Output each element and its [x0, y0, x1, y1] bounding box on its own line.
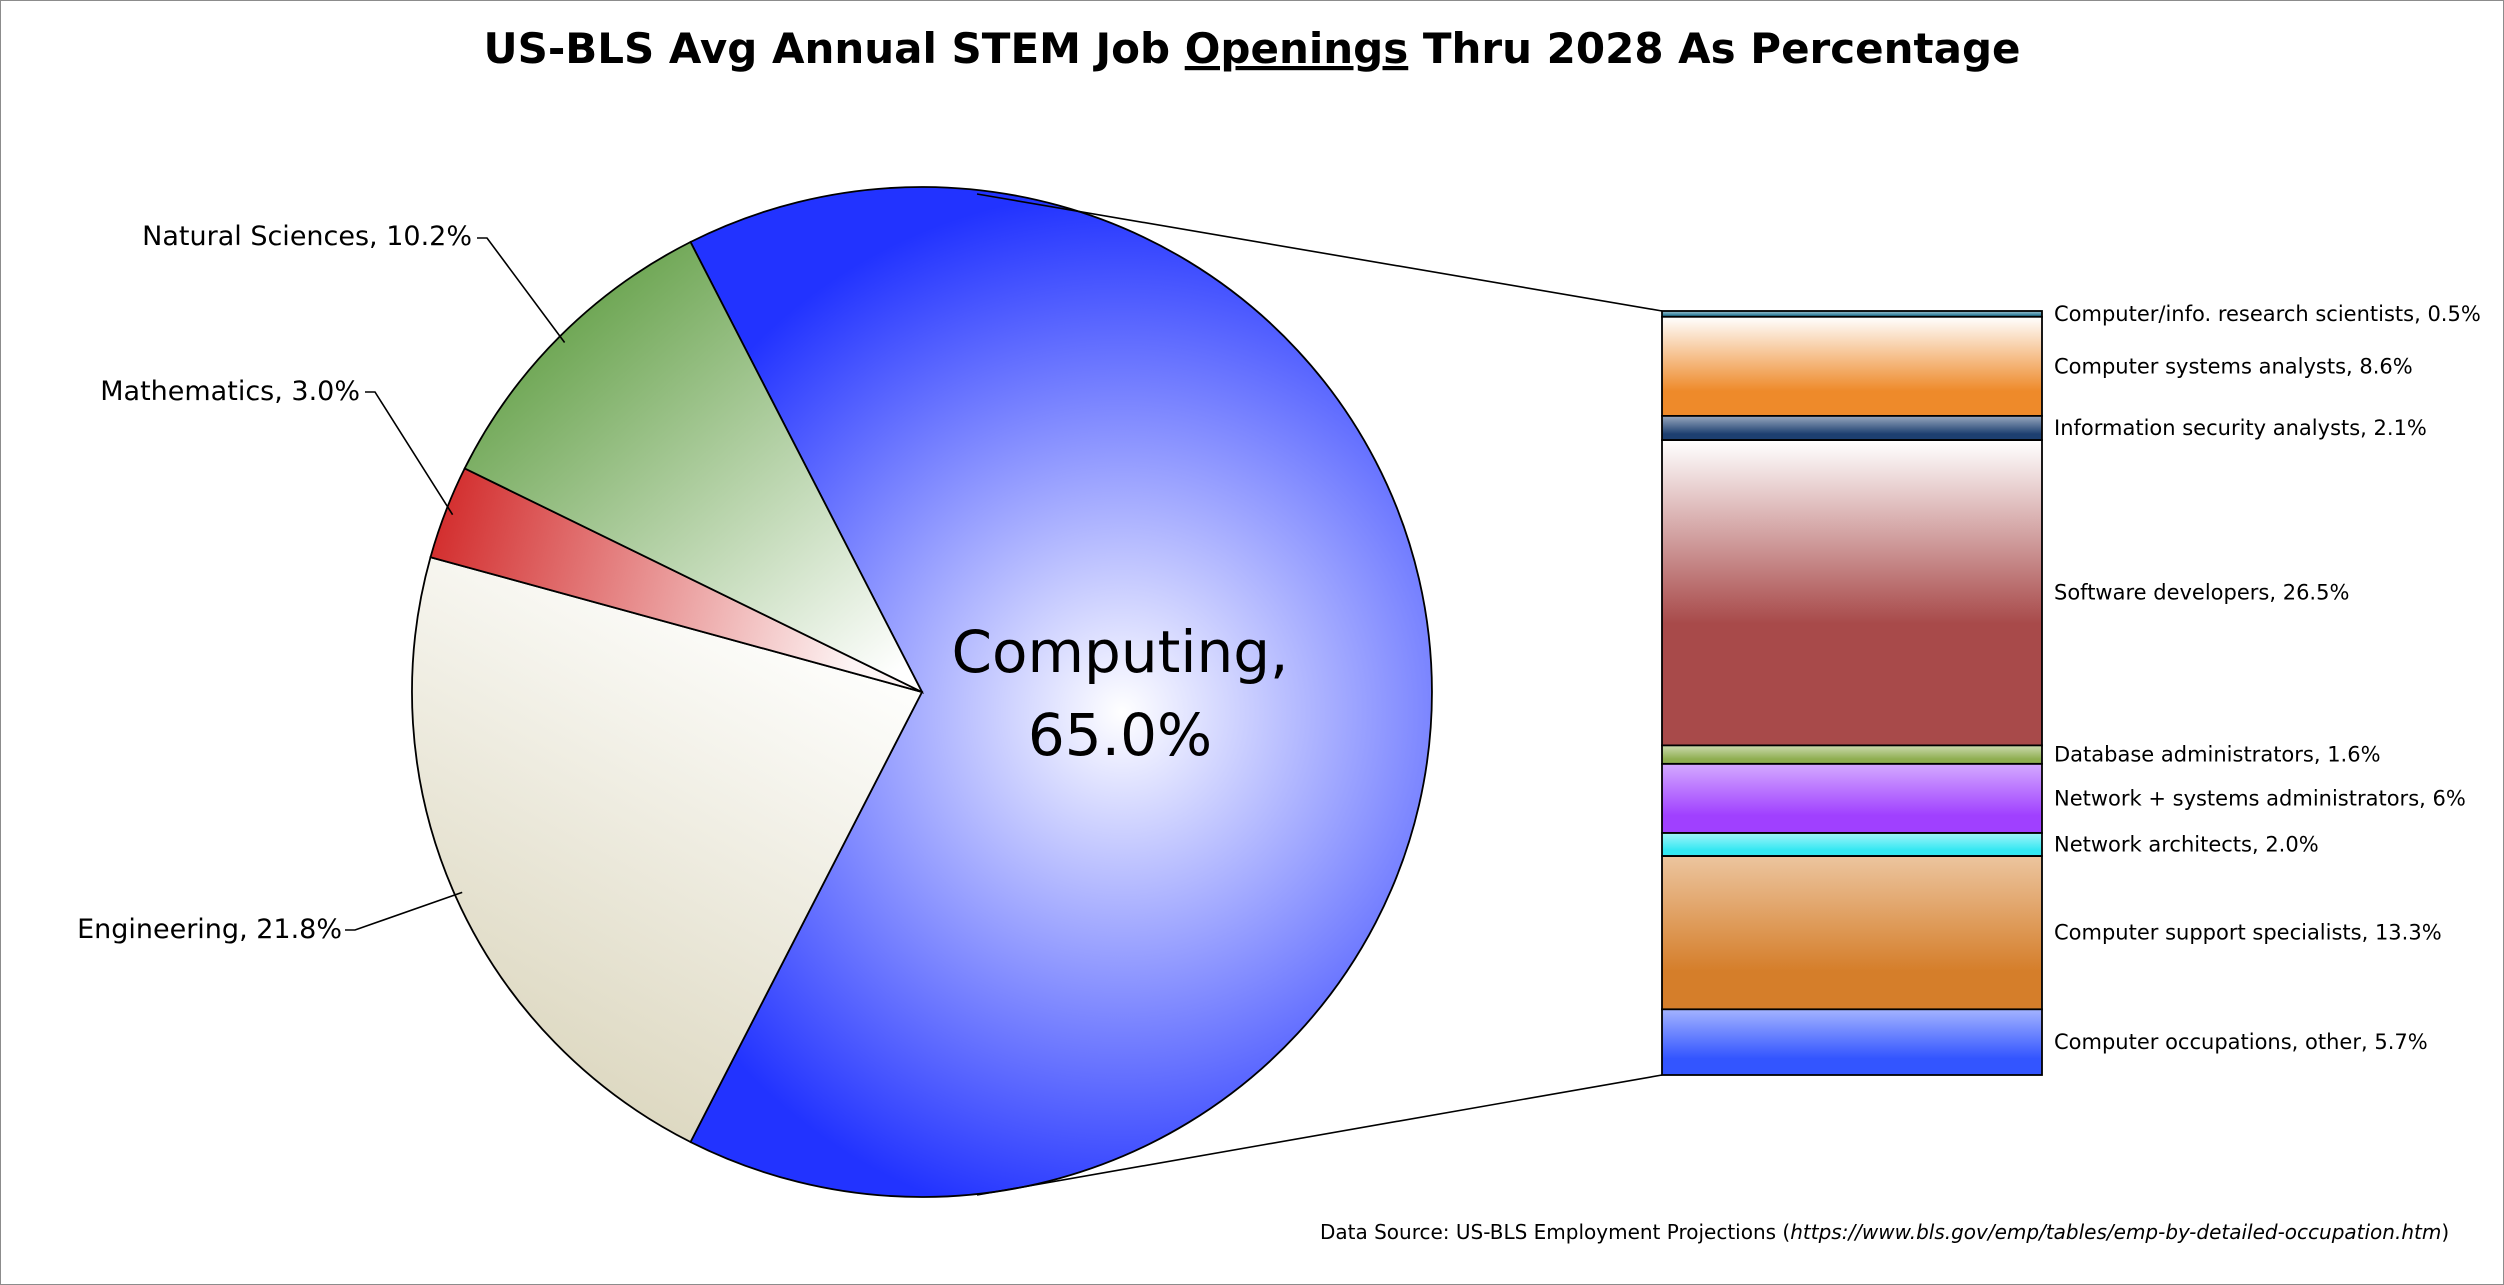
slice-label-engineering: Engineering, 21.8%: [77, 914, 342, 945]
connector-lines: [976, 193, 1663, 1196]
bar-segment-computer-occupations-other: [1661, 1008, 2043, 1076]
bar-segment-network-systems-administrators: [1661, 763, 2043, 834]
leader-line-engineering: [345, 891, 463, 931]
labels: Computing, 65.0% Engineering, 21.8% Mathema…: [77, 221, 2481, 1054]
bar-segment-network-architects: [1661, 832, 2043, 857]
chart-title-underlined: Openings: [1185, 24, 1409, 73]
chart-title-prefix: US-BLS Avg Annual STEM Job: [483, 24, 1184, 73]
source-url: https://www.bls.gov/emp/tables/emp-by-de…: [1790, 1220, 2441, 1244]
bar-segment-information-security-analysts: [1661, 414, 2043, 441]
bar-label-information-security-analysts: Information security analysts, 2.1%: [2054, 416, 2427, 440]
leader-line-natural-sciences: [477, 237, 566, 343]
leader-line-mathematics: [365, 391, 454, 516]
bar-label-network-systems-administrators: Network + systems administrators, 6%: [2054, 786, 2466, 810]
source-suffix: ): [2441, 1220, 2449, 1244]
bar-label-computer-systems-analysts: Computer systems analysts, 8.6%: [2054, 354, 2413, 378]
bar-label-computer-info-research-scientists: Computer/info. research scientists, 0.5%: [2054, 302, 2481, 326]
pie: [411, 186, 1433, 1198]
slice-value-label-computing: 65.0%: [1028, 701, 1212, 769]
bar-segment-software-developers: [1661, 439, 2043, 747]
chart-title-suffix: Thru 2028 As Percentage: [1408, 24, 2020, 73]
bar-segment-computer-systems-analysts: [1661, 315, 2043, 417]
pie-slice-natural-sciences: [463, 240, 925, 694]
bar-label-network-architects: Network architects, 2.0%: [2054, 833, 2319, 857]
data-source-note: Data Source: US-BLS Employment Projectio…: [1320, 1220, 2449, 1244]
bar-label-computer-occupations-other: Computer occupations, other, 5.7%: [2054, 1030, 2428, 1054]
connector-line-bottom: [976, 1074, 1663, 1196]
connector-line-top: [976, 193, 1663, 312]
bar-segment-database-administrators: [1661, 744, 2043, 765]
breakdown-bar: [1661, 310, 2043, 1076]
bar-label-database-administrators: Database administrators, 1.6%: [2054, 743, 2381, 767]
slice-label-natural-sciences: Natural Sciences, 10.2%: [142, 221, 472, 252]
slice-label-mathematics: Mathematics, 3.0%: [100, 376, 360, 407]
bar-segment-computer-support-specialists: [1661, 855, 2043, 1011]
leader-lines: [345, 237, 566, 931]
source-prefix: Data Source: US-BLS Employment Projectio…: [1320, 1220, 1790, 1244]
chart-title: US-BLS Avg Annual STEM Job Openings Thru…: [483, 24, 2020, 73]
bar-label-computer-support-specialists: Computer support specialists, 13.3%: [2054, 921, 2442, 945]
bar-label-software-developers: Software developers, 26.5%: [2054, 581, 2349, 605]
slice-label-computing: Computing,: [952, 618, 1289, 686]
